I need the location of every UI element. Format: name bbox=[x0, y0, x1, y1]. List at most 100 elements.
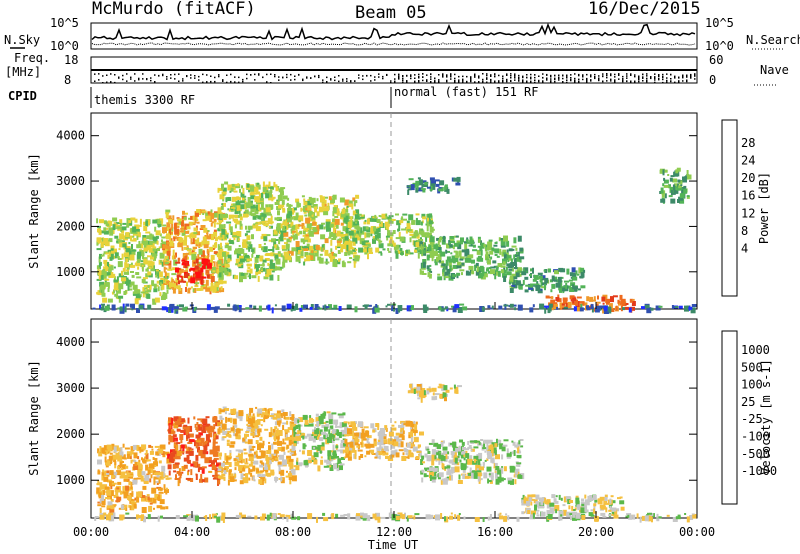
data-cell bbox=[121, 277, 127, 282]
data-cell bbox=[352, 237, 358, 242]
data-cell bbox=[295, 434, 300, 437]
data-cell bbox=[354, 214, 360, 220]
nave-dot bbox=[686, 74, 688, 76]
data-cell bbox=[260, 450, 266, 457]
data-cell bbox=[246, 235, 251, 241]
data-cell bbox=[132, 479, 138, 485]
data-cell bbox=[238, 245, 241, 247]
data-cell bbox=[525, 284, 529, 287]
data-cell bbox=[561, 303, 565, 306]
nave-dot bbox=[578, 74, 580, 77]
data-cell bbox=[488, 472, 494, 478]
data-cell bbox=[243, 253, 248, 257]
data-cell bbox=[158, 477, 164, 480]
data-cell bbox=[508, 281, 512, 284]
data-cell bbox=[263, 208, 267, 214]
data-cell bbox=[109, 490, 114, 497]
data-cell bbox=[249, 273, 251, 280]
data-cell bbox=[178, 471, 183, 476]
data-cell bbox=[554, 270, 559, 275]
data-cell bbox=[154, 445, 160, 448]
data-cell bbox=[465, 453, 470, 459]
data-cell bbox=[283, 414, 286, 420]
data-cell bbox=[277, 461, 282, 466]
data-cell bbox=[571, 267, 576, 273]
data-cell bbox=[239, 258, 245, 263]
data-cell bbox=[123, 271, 129, 275]
data-cell bbox=[252, 420, 257, 426]
data-cell bbox=[670, 175, 675, 178]
data-cell bbox=[309, 415, 312, 420]
data-cell bbox=[569, 295, 575, 300]
nave-dot bbox=[414, 74, 416, 76]
data-cell bbox=[148, 266, 152, 269]
data-cell bbox=[115, 294, 118, 299]
data-cell bbox=[396, 438, 400, 442]
data-cell bbox=[387, 243, 393, 247]
data-cell bbox=[359, 216, 365, 219]
data-cell bbox=[476, 472, 482, 477]
data-cell bbox=[306, 255, 310, 262]
data-cell bbox=[335, 245, 338, 250]
data-cell bbox=[532, 278, 537, 282]
nave-dot bbox=[274, 74, 276, 76]
nave-dot bbox=[398, 75, 400, 77]
data-cell bbox=[308, 436, 312, 441]
data-cell bbox=[418, 444, 421, 448]
data-cell bbox=[206, 262, 212, 269]
data-cell bbox=[112, 292, 114, 295]
cpid-mode-1: themis 3300 RF bbox=[94, 93, 195, 107]
nave-dot bbox=[438, 74, 440, 76]
data-cell bbox=[333, 253, 336, 257]
data-cell bbox=[539, 288, 543, 291]
data-cell bbox=[478, 441, 481, 445]
data-cell bbox=[425, 446, 430, 451]
nave-dot bbox=[578, 73, 580, 76]
data-cell bbox=[431, 476, 437, 480]
data-cell bbox=[302, 435, 305, 440]
data-cell bbox=[244, 209, 249, 215]
data-cell bbox=[279, 266, 284, 269]
station-title: McMurdo (fitACF) bbox=[92, 0, 256, 19]
data-cell bbox=[288, 461, 294, 467]
data-cell bbox=[119, 219, 123, 224]
data-cell bbox=[236, 197, 242, 201]
data-cell bbox=[399, 248, 403, 251]
data-cell bbox=[305, 207, 309, 211]
data-cell bbox=[303, 304, 308, 309]
data-cell bbox=[406, 229, 412, 232]
data-cell bbox=[321, 199, 327, 206]
data-cell bbox=[234, 224, 237, 229]
data-cell bbox=[244, 465, 250, 469]
data-cell bbox=[507, 266, 513, 269]
nave-dot bbox=[662, 78, 664, 81]
data-cell bbox=[261, 192, 263, 198]
data-cell bbox=[563, 496, 567, 503]
data-cell bbox=[232, 430, 235, 433]
data-cell bbox=[116, 256, 120, 259]
data-cell bbox=[290, 229, 293, 231]
data-cell bbox=[214, 282, 220, 288]
data-cell bbox=[391, 443, 396, 449]
data-cell bbox=[456, 274, 459, 279]
data-cell bbox=[172, 255, 176, 260]
nave-dot bbox=[694, 78, 696, 80]
data-cell bbox=[146, 494, 150, 497]
data-cell bbox=[497, 439, 500, 442]
data-cell bbox=[187, 288, 191, 294]
nave-dot bbox=[234, 81, 236, 83]
data-cell bbox=[339, 463, 345, 466]
data-cell bbox=[213, 218, 217, 222]
data-cell bbox=[226, 443, 230, 446]
nave-dot bbox=[614, 79, 616, 81]
data-cell bbox=[107, 494, 112, 500]
data-cell bbox=[169, 303, 175, 308]
data-cell bbox=[192, 260, 197, 267]
data-cell bbox=[344, 426, 349, 431]
nave-dot bbox=[542, 77, 544, 79]
data-cell bbox=[352, 232, 357, 239]
data-cell bbox=[194, 462, 198, 467]
data-cell bbox=[143, 258, 148, 264]
data-cell bbox=[480, 249, 483, 256]
data-cell bbox=[380, 428, 385, 434]
